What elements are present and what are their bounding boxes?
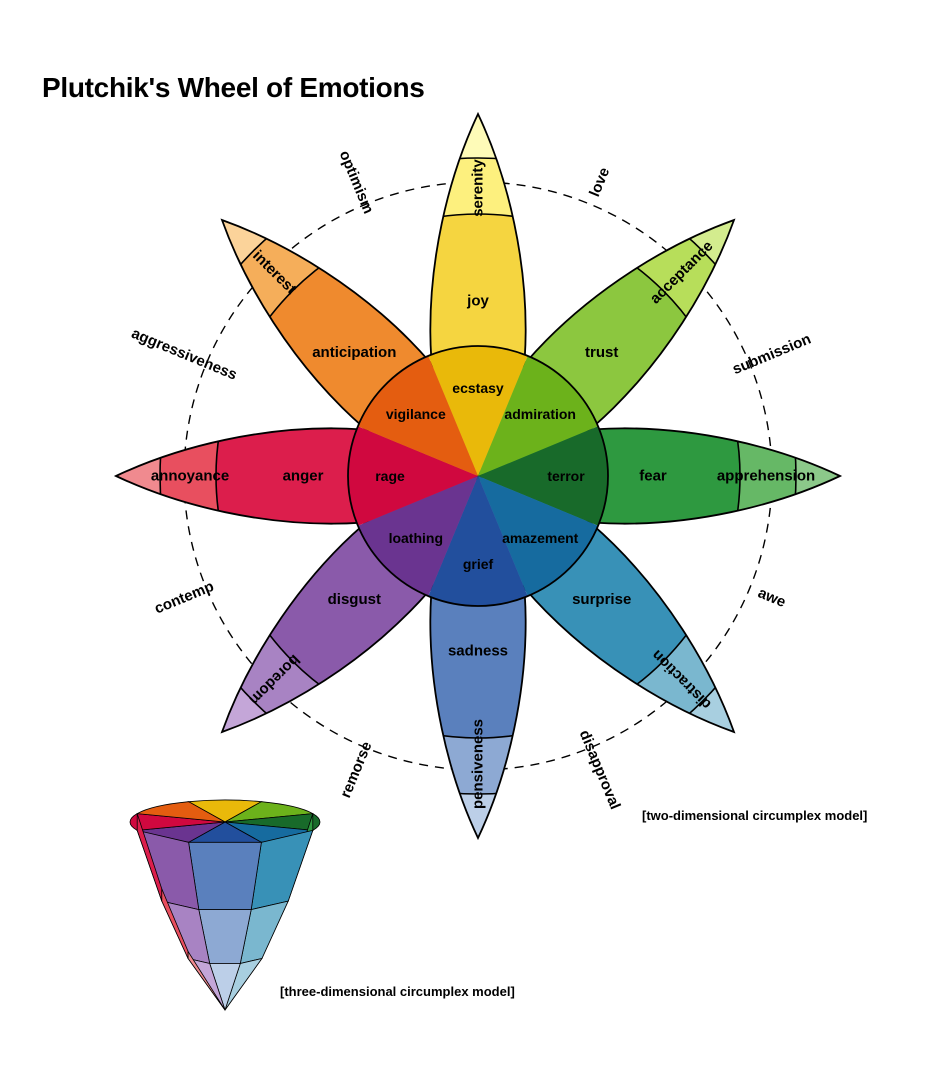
label-admiration: admiration (504, 406, 576, 422)
label-loathing: loathing (389, 530, 443, 546)
center-segment-anticipation (357, 355, 478, 476)
label-anger: anger (283, 468, 324, 485)
cone-side-sadness-0 (188, 841, 262, 910)
label-annoyance: annoyance (151, 468, 229, 485)
cone-top-joy (187, 799, 263, 823)
page-title: Plutchik's Wheel of Emotions (42, 72, 425, 103)
center-segment-anger (348, 426, 478, 526)
center-segment-disgust (357, 476, 478, 597)
cone-top-anticipation (135, 801, 226, 823)
cone-top-trust (224, 801, 315, 823)
three-dimensional-model-caption: [three-dimensional circumplex model] (280, 984, 515, 999)
label-vigilance: vigilance (386, 406, 446, 422)
center-segment-surprise (478, 476, 599, 597)
cone-top-fear (224, 813, 321, 831)
center-segment-joy (428, 346, 528, 476)
label-serenity: serenity (470, 159, 487, 217)
label-sadness: sadness (448, 643, 508, 660)
label-disgust: disgust (328, 591, 381, 608)
label-apprehension: apprehension (717, 468, 815, 485)
label-rage: rage (375, 468, 405, 484)
center-segment-sadness (428, 476, 528, 606)
label-amazement: amazement (502, 530, 579, 546)
center-segment-fear (478, 426, 608, 526)
cone-top-anger (129, 813, 226, 831)
label-fear: fear (639, 468, 667, 485)
label-joy: joy (466, 293, 489, 310)
cone-side-anger-2 (187, 950, 226, 1011)
label-ecstasy: ecstasy (452, 380, 504, 396)
label-pensiveness: pensiveness (470, 719, 487, 809)
label-surprise: surprise (572, 591, 631, 608)
two-dimensional-model-caption: [two-dimensional circumplex model] (642, 808, 868, 823)
label-grief: grief (463, 556, 494, 572)
center-segment-trust (478, 355, 599, 476)
label-terror: terror (547, 468, 585, 484)
label-trust: trust (585, 344, 618, 361)
label-anticipation: anticipation (312, 344, 396, 361)
